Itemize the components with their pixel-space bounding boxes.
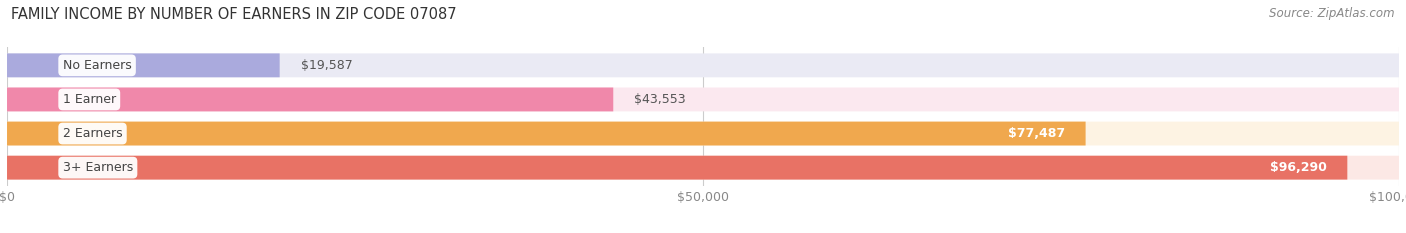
FancyBboxPatch shape [7, 88, 613, 111]
Text: No Earners: No Earners [63, 59, 131, 72]
FancyBboxPatch shape [7, 53, 1399, 77]
Text: 3+ Earners: 3+ Earners [63, 161, 134, 174]
FancyBboxPatch shape [7, 122, 1399, 145]
Text: 1 Earner: 1 Earner [63, 93, 115, 106]
FancyBboxPatch shape [7, 122, 1085, 145]
FancyBboxPatch shape [7, 156, 1347, 180]
FancyBboxPatch shape [7, 156, 1399, 180]
Text: $96,290: $96,290 [1270, 161, 1326, 174]
FancyBboxPatch shape [7, 88, 1399, 111]
Text: Source: ZipAtlas.com: Source: ZipAtlas.com [1270, 7, 1395, 20]
FancyBboxPatch shape [7, 53, 280, 77]
Text: 2 Earners: 2 Earners [63, 127, 122, 140]
Text: $43,553: $43,553 [634, 93, 686, 106]
Text: $19,587: $19,587 [301, 59, 353, 72]
Text: FAMILY INCOME BY NUMBER OF EARNERS IN ZIP CODE 07087: FAMILY INCOME BY NUMBER OF EARNERS IN ZI… [11, 7, 457, 22]
Text: $77,487: $77,487 [1008, 127, 1064, 140]
